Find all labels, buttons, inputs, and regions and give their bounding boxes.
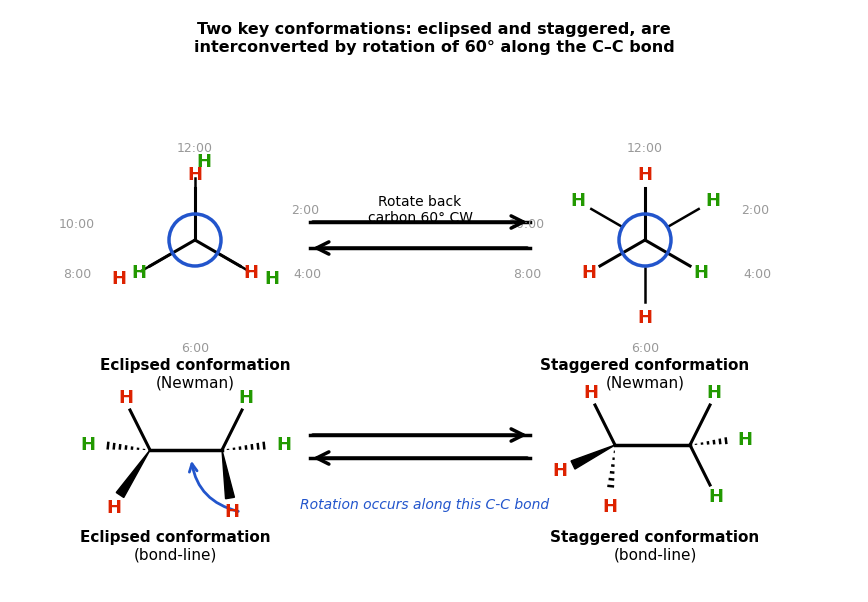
Text: H: H xyxy=(553,462,568,480)
Text: H: H xyxy=(196,153,212,171)
Text: 2:00: 2:00 xyxy=(291,203,319,217)
Text: Two key conformations: eclipsed and staggered, are: Two key conformations: eclipsed and stag… xyxy=(197,22,671,37)
Text: H: H xyxy=(738,431,753,449)
Text: H: H xyxy=(119,389,134,407)
Polygon shape xyxy=(116,450,150,497)
Text: H: H xyxy=(570,192,585,210)
Text: Eclipsed conformation: Eclipsed conformation xyxy=(100,358,290,373)
Text: H: H xyxy=(637,166,653,184)
Text: 8:00: 8:00 xyxy=(513,268,541,282)
Text: Staggered conformation: Staggered conformation xyxy=(550,530,760,545)
Text: H: H xyxy=(277,436,292,454)
Text: 6:00: 6:00 xyxy=(631,341,659,355)
Text: interconverted by rotation of 60° along the C–C bond: interconverted by rotation of 60° along … xyxy=(194,40,674,55)
Text: H: H xyxy=(602,498,617,516)
Text: H: H xyxy=(239,389,253,407)
Text: H: H xyxy=(107,499,122,517)
Text: 4:00: 4:00 xyxy=(293,268,321,282)
Text: H: H xyxy=(81,436,95,454)
Text: (Newman): (Newman) xyxy=(155,375,234,390)
Text: Eclipsed conformation: Eclipsed conformation xyxy=(80,530,270,545)
Text: 10:00: 10:00 xyxy=(59,219,95,232)
Text: H: H xyxy=(225,503,240,521)
Text: 6:00: 6:00 xyxy=(181,341,209,355)
Text: (bond-line): (bond-line) xyxy=(614,548,697,563)
Text: Staggered conformation: Staggered conformation xyxy=(541,358,750,373)
Text: H: H xyxy=(707,384,721,402)
Text: (Newman): (Newman) xyxy=(606,375,685,390)
Text: H: H xyxy=(111,270,126,288)
Text: H: H xyxy=(705,192,720,210)
Text: H: H xyxy=(187,166,202,184)
Text: H: H xyxy=(264,270,279,288)
Text: H: H xyxy=(708,488,724,506)
Text: H: H xyxy=(131,264,146,282)
Text: 8:00: 8:00 xyxy=(62,268,91,282)
Text: Rotation occurs along this C-C bond: Rotation occurs along this C-C bond xyxy=(300,498,549,512)
Text: 4:00: 4:00 xyxy=(743,268,771,282)
Polygon shape xyxy=(571,445,615,469)
Text: 12:00: 12:00 xyxy=(177,141,213,155)
Polygon shape xyxy=(222,450,234,498)
Text: H: H xyxy=(582,264,596,282)
Text: H: H xyxy=(244,264,259,282)
Text: Rotate back
carbon 60° CW: Rotate back carbon 60° CW xyxy=(367,195,472,225)
Text: (bond-line): (bond-line) xyxy=(134,548,217,563)
Text: 10:00: 10:00 xyxy=(509,219,545,232)
Text: H: H xyxy=(637,309,653,327)
Text: 12:00: 12:00 xyxy=(627,141,663,155)
Text: 2:00: 2:00 xyxy=(741,203,769,217)
Text: H: H xyxy=(694,264,709,282)
Text: H: H xyxy=(583,384,599,402)
